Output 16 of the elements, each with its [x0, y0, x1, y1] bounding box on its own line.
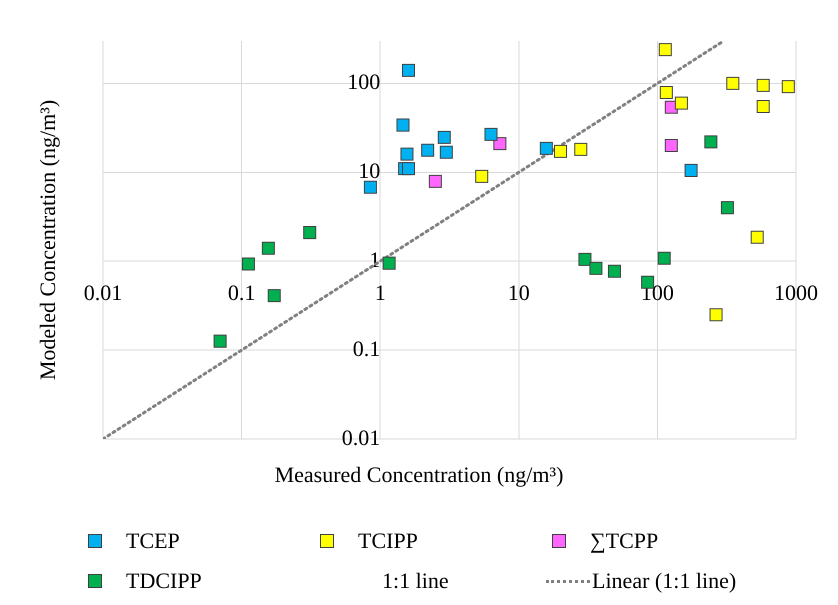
- legend-label: TDCIPP: [126, 568, 202, 594]
- x-tick-label: 0.1: [228, 280, 256, 306]
- text: 1:1 line: [382, 568, 449, 594]
- y-tick-label: 10: [358, 158, 380, 184]
- y-axis-title: Modeled Concentration (ng/m³): [35, 100, 61, 380]
- y-tick-label: 0.01: [342, 424, 380, 450]
- x-tick-label: 0.01: [84, 280, 122, 306]
- x-tick-label: 10: [508, 280, 530, 306]
- y-tick-label: 100: [347, 69, 380, 94]
- legend-label: ∑TCPP: [590, 528, 658, 554]
- x-axis-title: Measured Concentration (ng/m³): [274, 462, 564, 488]
- legend-label: TCEP: [126, 528, 180, 554]
- x-tick-label: 1000: [774, 280, 818, 306]
- y-tick-label: 0.1: [352, 336, 380, 361]
- legend-label: Linear (1:1 line): [592, 568, 736, 594]
- legend-label: TCIPP: [358, 528, 418, 554]
